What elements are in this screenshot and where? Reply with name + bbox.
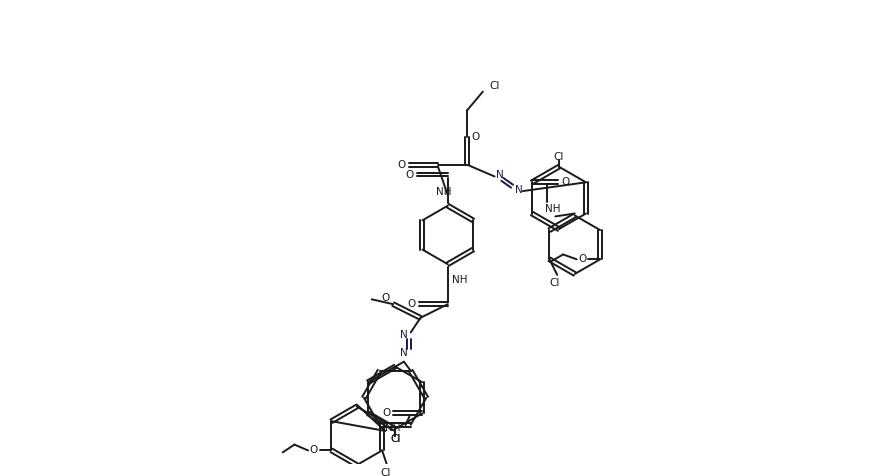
Text: NH: NH (436, 187, 452, 197)
Text: Cl: Cl (489, 81, 500, 91)
Text: O: O (579, 254, 587, 264)
Text: Cl: Cl (390, 434, 400, 444)
Text: N: N (515, 185, 523, 195)
Text: Cl: Cl (549, 278, 560, 288)
Text: Cl: Cl (380, 468, 390, 476)
Text: O: O (382, 408, 390, 418)
Text: N: N (400, 348, 408, 358)
Text: O: O (310, 446, 318, 456)
Text: N: N (400, 330, 408, 340)
Text: O: O (561, 178, 569, 188)
Text: O: O (398, 160, 406, 170)
Text: Cl: Cl (553, 152, 564, 162)
Text: NH: NH (452, 275, 467, 285)
Text: O: O (381, 293, 389, 303)
Text: NH: NH (385, 423, 401, 433)
Text: O: O (408, 299, 416, 309)
Text: N: N (496, 169, 503, 179)
Text: O: O (406, 169, 414, 179)
Text: NH: NH (545, 204, 560, 214)
Text: Cl: Cl (390, 434, 400, 444)
Text: O: O (471, 132, 479, 142)
